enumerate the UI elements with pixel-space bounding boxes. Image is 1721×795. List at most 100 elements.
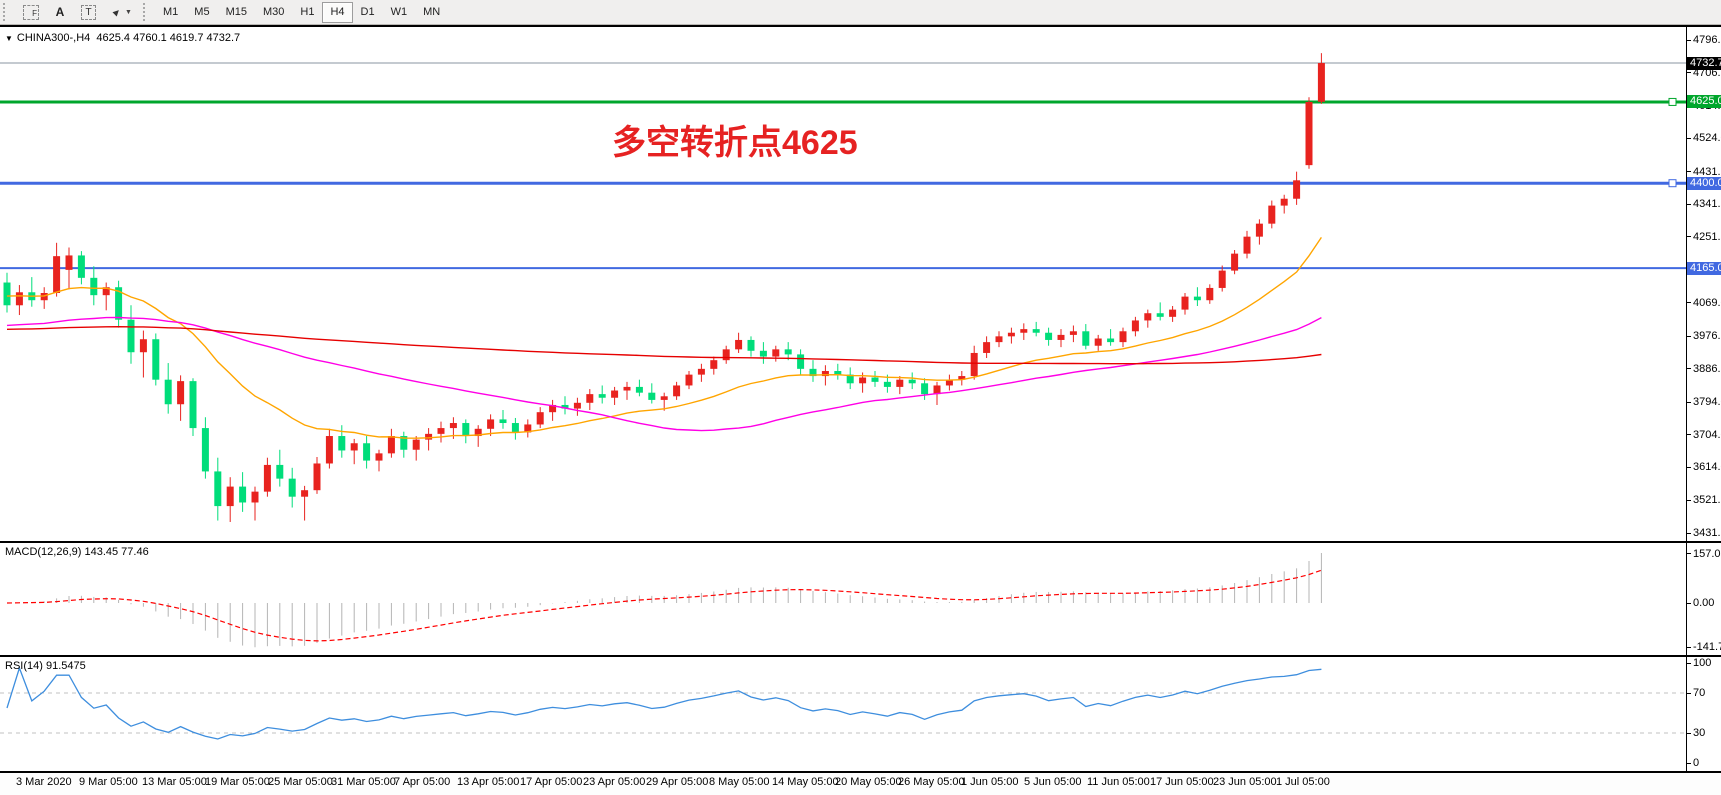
price-tick-label: 4524.0 (1693, 132, 1721, 145)
price-tick-dash (1687, 302, 1691, 304)
price-tick-dash (1687, 203, 1691, 205)
time-tick-label: 19 Mar 05:00 (205, 776, 270, 788)
macd-panel[interactable]: MACD(12,26,9) 143.45 77.46 157.03 0.00 -14… (0, 543, 1721, 657)
macd-histogram (18, 553, 1322, 648)
rsi-tick-label: 100 (1693, 657, 1712, 669)
macd-tick-label: 0.00 (1693, 597, 1715, 609)
macd-tick-label: 157.03 (1693, 547, 1721, 560)
timeframe-button-group: M1 M5 M15 M30 H1 H4 D1 W1 MN (155, 1, 448, 23)
price-tick-label: 3886.5 (1693, 362, 1721, 375)
time-tick-label: 23 Apr 05:00 (583, 776, 646, 788)
fibonacci-icon[interactable]: F (16, 2, 46, 23)
timeframe-button-m30[interactable]: M30 (255, 2, 292, 23)
time-tick-label: 9 Mar 05:00 (79, 776, 138, 788)
price-tick-label: 3431.5 (1693, 527, 1721, 539)
timeframe-button-mn[interactable]: MN (415, 2, 448, 23)
rsi-tick-label: 0 (1693, 757, 1700, 769)
text-glyph: A (55, 5, 65, 19)
price-tick-label: 4796.5 (1693, 34, 1721, 46)
level-price-box-4400.0: 4400.0 (1687, 176, 1721, 190)
price-axis[interactable]: 4796.54706.54614.04524.04431.54341.54251… (1686, 27, 1721, 541)
time-tick-label: 29 Apr 05:00 (646, 776, 709, 788)
time-tick-label: 7 Apr 05:00 (394, 776, 451, 788)
moving-average-fast (6, 237, 1322, 439)
price-tick-label: 4341.5 (1693, 198, 1721, 211)
rsi-tick-label: 30 (1693, 727, 1706, 739)
price-tick-dash (1687, 137, 1691, 139)
rsi-tick-dash (1687, 662, 1691, 664)
time-tick-label: 23 Jun 05:00 (1213, 776, 1277, 788)
text-label-icon[interactable]: T (74, 2, 103, 23)
chevron-down-icon: ▼ (124, 8, 132, 16)
rsi-panel[interactable]: RSI(14) 91.5475 100 70 30 0 (0, 657, 1721, 773)
fibonacci-glyph: F (23, 4, 39, 20)
moving-average-mid (6, 316, 1322, 432)
macd-tick-dash (1687, 602, 1691, 604)
timeframe-button-d1[interactable]: D1 (353, 2, 383, 23)
price-tick-label: 3521.5 (1693, 494, 1721, 507)
time-tick-label: 14 May 05:00 (772, 776, 839, 788)
arrows-icon[interactable]: ► ▼ (105, 2, 139, 23)
price-tick-label: 4431.5 (1693, 165, 1721, 178)
level-handle-4625.0[interactable] (1668, 97, 1677, 106)
price-tick-label: 3794.0 (1693, 396, 1721, 409)
macd-axis[interactable]: 157.03 0.00 -141.79 (1686, 543, 1721, 655)
time-tick-label: 8 May 05:00 (709, 776, 770, 788)
time-tick-label: 17 Jun 05:00 (1150, 776, 1214, 788)
price-tick-label: 4069.0 (1693, 296, 1721, 309)
price-tick-label: 4251.5 (1693, 230, 1721, 243)
main-chart-panel[interactable]: ▼ CHINA300-,H4 4625.4 4760.1 4619.7 4732.… (0, 27, 1721, 543)
symbol-dropdown-icon[interactable]: ▼ (5, 34, 13, 43)
rsi-chart (0, 665, 1686, 740)
arrow-cursor-glyph: ► (109, 4, 125, 20)
timeframe-button-m15[interactable]: M15 (218, 2, 255, 23)
annotation-text[interactable]: 多空转折点4625 (612, 124, 858, 162)
price-tick-dash (1687, 434, 1691, 436)
toolbar-grip-2[interactable] (143, 3, 151, 21)
candlestick-chart[interactable] (0, 27, 1686, 541)
rsi-tick-label: 70 (1693, 687, 1706, 699)
time-tick-label: 3 Mar 2020 (16, 776, 72, 788)
time-tick-label: 5 Jun 05:00 (1024, 776, 1082, 788)
price-tick-dash (1687, 499, 1691, 501)
rsi-label: RSI(14) 91.5475 (5, 660, 86, 672)
time-tick-label: 25 Mar 05:00 (268, 776, 333, 788)
time-tick-label: 1 Jul 05:00 (1276, 776, 1330, 788)
time-tick-label: 20 May 05:00 (835, 776, 902, 788)
chart-body: ▼ CHINA300-,H4 4625.4 4760.1 4619.7 4732.… (0, 25, 1721, 795)
text-label-glyph: T (81, 4, 96, 20)
rsi-line (6, 665, 1322, 740)
candles-layer (3, 53, 1325, 522)
time-tick-label: 26 May 05:00 (898, 776, 965, 788)
price-tick-dash (1687, 335, 1691, 337)
time-tick-label: 11 Jun 05:00 (1087, 776, 1150, 788)
rsi-axis[interactable]: 100 70 30 0 (1686, 657, 1721, 771)
time-tick-label: 17 Apr 05:00 (520, 776, 583, 788)
price-tick-label: 3976.5 (1693, 330, 1721, 343)
symbol-period-label: CHINA300-,H4 (16, 32, 91, 44)
timeframe-button-w1[interactable]: W1 (383, 2, 416, 23)
rsi-tick-dash (1687, 692, 1691, 694)
price-tick-dash (1687, 368, 1691, 370)
price-tick-dash (1687, 171, 1691, 173)
text-icon[interactable]: A (48, 2, 72, 23)
price-tick-dash (1687, 401, 1691, 403)
toolbar-grip[interactable] (3, 3, 11, 21)
chart-title: ▼ CHINA300-,H4 4625.4 4760.1 4619.7 4732.… (5, 32, 240, 44)
timeframe-button-h4[interactable]: H4 (322, 1, 353, 23)
macd-chart (6, 553, 1322, 648)
rsi-tick-dash (1687, 732, 1691, 734)
timeframe-button-h1[interactable]: H1 (292, 2, 322, 23)
timeframe-button-m5[interactable]: M5 (186, 2, 217, 23)
price-tick-label: 3704.0 (1693, 428, 1721, 441)
macd-tick-label: -141.79 (1693, 641, 1721, 654)
macd-label: MACD(12,26,9) 143.45 77.46 (5, 546, 149, 558)
time-tick-label: 13 Apr 05:00 (457, 776, 520, 788)
time-axis[interactable]: 3 Mar 2020 9 Mar 05:00 13 Mar 05:00 19 Mar … (0, 773, 1721, 795)
price-tick-dash (1687, 39, 1691, 41)
level-handle-4400.0[interactable] (1668, 179, 1677, 188)
timeframe-button-m1[interactable]: M1 (155, 2, 186, 23)
time-tick-label: 1 Jun 05:00 (961, 776, 1019, 788)
macd-tick-dash (1687, 646, 1691, 648)
